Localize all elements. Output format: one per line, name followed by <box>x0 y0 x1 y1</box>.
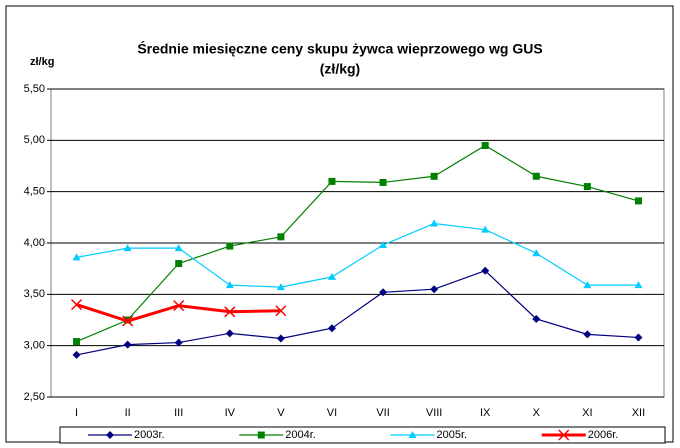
legend-label: 2006r. <box>588 429 619 441</box>
marker <box>174 244 183 252</box>
marker <box>430 285 439 294</box>
marker <box>225 281 234 289</box>
legend-label: 2003r. <box>134 429 165 441</box>
y-axis-label: zł/kg <box>30 56 54 68</box>
marker <box>634 333 643 342</box>
y-tick-label: 3,00 <box>24 340 45 352</box>
marker <box>379 288 388 297</box>
marker <box>226 242 234 250</box>
legend-label: 2004r. <box>285 429 316 441</box>
marker <box>72 350 81 359</box>
marker <box>327 272 336 280</box>
y-tick-label: 4,00 <box>24 237 45 249</box>
marker <box>583 183 591 191</box>
marker <box>175 260 183 268</box>
marker <box>71 299 83 311</box>
legend-marker <box>106 431 114 439</box>
series-line <box>76 144 639 343</box>
marker <box>276 334 285 343</box>
x-tick-label: IV <box>225 407 236 419</box>
legend-marker <box>257 431 265 439</box>
marker <box>532 172 540 180</box>
x-tick-label: II <box>125 407 131 419</box>
series-line <box>76 222 639 288</box>
x-tick-label: VII <box>376 407 389 419</box>
chart-subtitle: (zł/kg) <box>320 61 360 77</box>
marker <box>430 172 438 180</box>
marker <box>73 338 81 346</box>
x-tick-label: V <box>277 407 285 419</box>
marker <box>634 281 643 289</box>
marker <box>174 338 183 347</box>
marker <box>430 219 439 227</box>
marker <box>122 315 134 327</box>
x-tick-label: XI <box>582 407 592 419</box>
marker <box>583 330 592 339</box>
marker <box>275 305 287 317</box>
marker <box>532 249 541 257</box>
x-tick-label: VIII <box>426 407 443 419</box>
marker <box>379 241 388 249</box>
marker <box>225 329 234 338</box>
marker <box>327 324 336 333</box>
y-tick-label: 4,50 <box>24 186 45 198</box>
marker <box>583 281 592 289</box>
legend-marker <box>558 429 570 441</box>
y-tick-label: 2,50 <box>24 391 45 403</box>
marker <box>276 283 285 291</box>
legend <box>59 426 666 444</box>
series-line <box>76 270 639 356</box>
marker <box>481 225 490 233</box>
legend-marker <box>408 431 417 438</box>
y-tick-label: 5,00 <box>24 134 45 146</box>
marker <box>257 431 265 439</box>
marker <box>532 314 541 323</box>
marker <box>408 431 417 438</box>
marker <box>123 340 132 349</box>
y-tick-label: 3,50 <box>24 288 45 300</box>
x-tick-label: I <box>75 407 78 419</box>
marker <box>328 177 336 185</box>
legend-label: 2005r. <box>437 429 468 441</box>
x-tick-label: VI <box>327 407 337 419</box>
marker <box>379 178 387 186</box>
y-tick-label: 5,50 <box>24 83 45 95</box>
marker <box>481 141 489 149</box>
marker <box>106 431 114 439</box>
chart-title: Średnie miesięczne ceny skupu żywca wiep… <box>137 40 542 57</box>
marker <box>72 253 81 261</box>
marker <box>277 233 285 241</box>
marker <box>123 244 132 252</box>
x-tick-label: III <box>174 407 183 419</box>
marker <box>173 300 185 312</box>
marker <box>558 429 570 441</box>
x-tick-label: IX <box>480 407 491 419</box>
marker <box>634 197 642 205</box>
chart-frame <box>5 5 674 443</box>
x-tick-label: X <box>533 407 541 419</box>
marker <box>224 306 236 318</box>
marker <box>481 266 490 275</box>
x-tick-label: XII <box>632 407 645 419</box>
